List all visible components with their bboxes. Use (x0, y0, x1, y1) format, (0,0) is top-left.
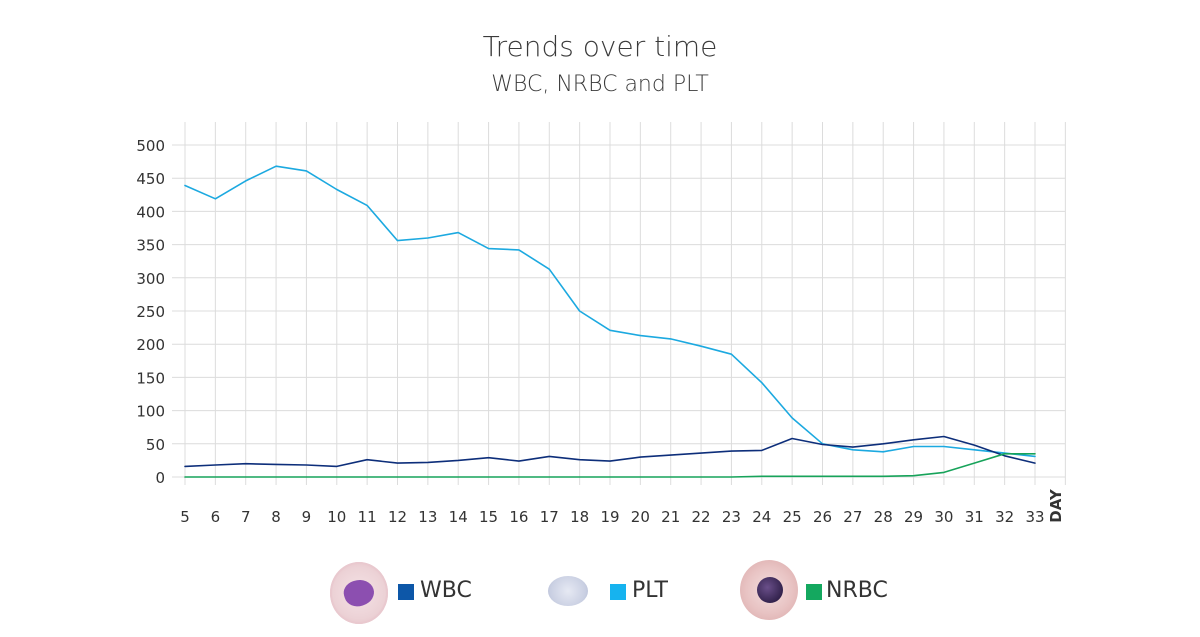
legend-swatch-wbc (398, 584, 414, 600)
x-tick-label: 33 (1025, 508, 1044, 526)
series-line-plt (184, 165, 1036, 458)
plt-cell-icon (548, 576, 588, 606)
x-tick-label: 16 (509, 508, 528, 526)
legend-swatch-nrbc (806, 584, 822, 600)
legend-item-plt: PLT (548, 560, 678, 626)
x-tick-label: 27 (843, 508, 862, 526)
x-tick-label: 7 (241, 508, 251, 526)
x-tick-label: 23 (722, 508, 741, 526)
x-tick-label: 14 (449, 508, 468, 526)
x-tick-label: 30 (934, 508, 953, 526)
x-tick-label: 29 (904, 508, 923, 526)
y-tick-label: 350 (136, 237, 165, 255)
x-tick-label: 28 (874, 508, 893, 526)
x-tick-label: 22 (692, 508, 711, 526)
y-tick-label: 100 (136, 403, 165, 421)
line-chart: 0 50 100 150 200 250 300 350 400 450 500 5 6 7 8 9 10 11… (136, 122, 1066, 526)
y-tick-label: 450 (136, 170, 165, 188)
y-tick-label: 300 (136, 270, 165, 288)
y-tick-label: 500 (136, 137, 165, 155)
y-tick-label: 150 (136, 369, 165, 387)
x-tick-label: 12 (388, 508, 407, 526)
legend-label-plt: PLT (632, 578, 668, 603)
x-tick-label: 19 (600, 508, 619, 526)
x-tick-label: 26 (813, 508, 832, 526)
series-line-nrbc (184, 453, 1036, 478)
x-tick-label: 15 (479, 508, 498, 526)
legend-item-wbc: WBC (330, 560, 480, 626)
x-axis-label: DAY (1047, 488, 1065, 523)
wbc-cell-icon (330, 562, 388, 624)
x-tick-label: 13 (418, 508, 437, 526)
x-tick-label: 21 (661, 508, 680, 526)
x-tick-label: 31 (965, 508, 984, 526)
chart-subtitle: WBC, NRBC and PLT (491, 72, 709, 97)
x-tick-label: 18 (570, 508, 589, 526)
y-tick-label: 50 (146, 436, 165, 454)
x-tick-label: 20 (631, 508, 650, 526)
series-line-wbc (184, 435, 1036, 468)
nrbc-cell-icon (740, 560, 798, 620)
x-tick-label: 8 (271, 508, 281, 526)
x-tick-label: 25 (783, 508, 802, 526)
y-tick-label: 0 (155, 469, 165, 487)
y-axis-ticks: 0 50 100 150 200 250 300 350 400 450 500 (136, 137, 165, 487)
chart-title: Trends over time (482, 30, 718, 63)
legend: WBC PLT NRBC (0, 560, 1200, 626)
x-axis-ticks: 5 6 7 8 9 10 11 12 13 14 15 16 17 18 19 20 21 22 23 24 25 26 2… (180, 508, 1044, 526)
y-tick-label: 200 (136, 336, 165, 354)
legend-swatch-plt (610, 584, 626, 600)
legend-item-nrbc: NRBC (740, 560, 900, 626)
x-tick-label: 10 (327, 508, 346, 526)
y-tick-label: 400 (136, 203, 165, 221)
x-tick-label: 11 (358, 508, 377, 526)
x-tick-label: 9 (302, 508, 312, 526)
x-tick-label: 17 (540, 508, 559, 526)
y-tick-label: 250 (136, 303, 165, 321)
grid (172, 122, 1066, 485)
x-tick-label: 5 (180, 508, 190, 526)
series-lines (184, 165, 1036, 478)
x-tick-label: 32 (995, 508, 1014, 526)
x-tick-label: 6 (211, 508, 221, 526)
legend-label-wbc: WBC (420, 578, 472, 603)
x-tick-label: 24 (752, 508, 771, 526)
legend-label-nrbc: NRBC (826, 578, 888, 603)
